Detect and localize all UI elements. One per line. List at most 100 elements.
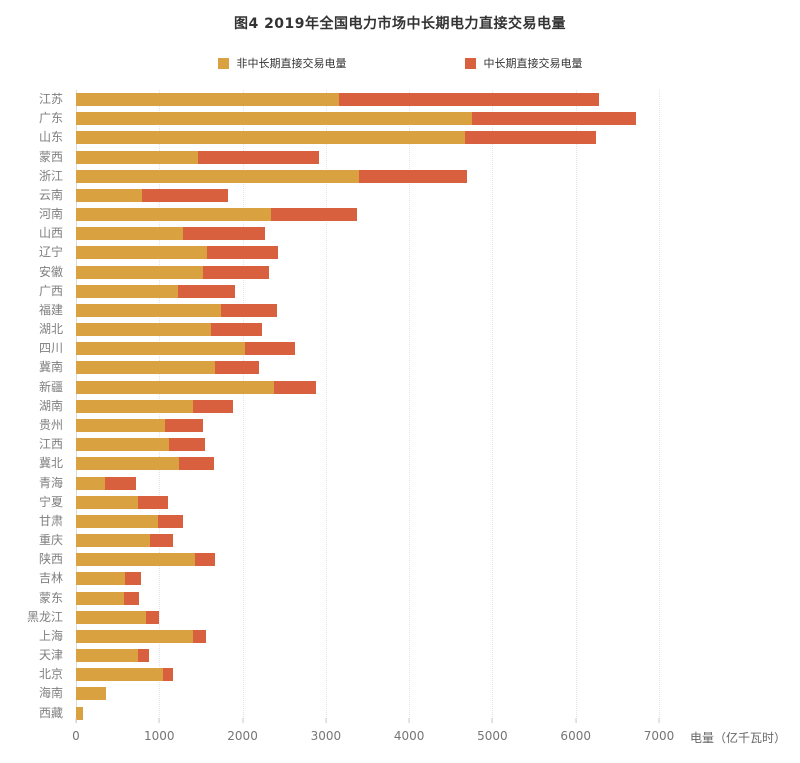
bar-row: 浙江 bbox=[39, 167, 659, 186]
bar-stack bbox=[76, 399, 659, 413]
bar-row: 蒙东 bbox=[39, 588, 659, 607]
bar-segment-non-mid-long-term bbox=[76, 323, 211, 337]
bar-segment-mid-long-term bbox=[202, 265, 269, 279]
bar-segment-non-mid-long-term bbox=[76, 476, 106, 490]
category-label: 吉林 bbox=[38, 571, 63, 586]
legend-item-mid-long-term: 中长期直接交易电量 bbox=[464, 55, 583, 71]
bar-segment-mid-long-term bbox=[141, 188, 228, 202]
bar-segment-mid-long-term bbox=[359, 169, 468, 183]
bar-stack bbox=[76, 419, 659, 432]
x-tick-mark bbox=[491, 718, 493, 723]
bar-row: 河南 bbox=[39, 205, 659, 224]
gridline bbox=[242, 90, 244, 723]
x-tick-mark bbox=[75, 718, 77, 723]
bar-row: 重庆 bbox=[39, 531, 659, 550]
category-label: 青海 bbox=[38, 475, 63, 490]
bar-row: 陕西 bbox=[39, 550, 659, 569]
bar-stack bbox=[76, 361, 659, 375]
bar-segment-non-mid-long-term bbox=[76, 93, 340, 107]
bar-row: 冀南 bbox=[39, 358, 659, 377]
x-tick-mark bbox=[658, 718, 660, 723]
x-tick-label: 6000 bbox=[560, 729, 591, 743]
bar-segment-mid-long-term bbox=[245, 342, 296, 356]
bar-stack bbox=[76, 227, 659, 241]
bar-row: 贵州 bbox=[39, 416, 659, 435]
bar-row: 福建 bbox=[39, 301, 659, 320]
bar-segment-mid-long-term bbox=[123, 591, 139, 605]
bar-row: 海南 bbox=[39, 684, 659, 703]
category-label: 天津 bbox=[38, 648, 63, 663]
category-label: 山东 bbox=[38, 130, 63, 145]
bar-row: 山西 bbox=[39, 224, 659, 243]
bar-row: 四川 bbox=[39, 339, 659, 358]
legend-label: 非中长期直接交易电量 bbox=[236, 57, 347, 70]
bar-segment-mid-long-term bbox=[164, 419, 203, 432]
bar-segment-mid-long-term bbox=[339, 93, 600, 107]
bar-segment-non-mid-long-term bbox=[76, 495, 139, 509]
bar-row: 西藏 bbox=[39, 704, 659, 723]
legend-swatch-orange bbox=[217, 57, 229, 69]
bar-stack bbox=[76, 265, 659, 279]
bar-segment-mid-long-term bbox=[150, 534, 174, 548]
bar-segment-non-mid-long-term bbox=[76, 629, 194, 643]
bar-stack bbox=[76, 303, 659, 317]
bar-segment-mid-long-term bbox=[105, 476, 136, 490]
bar-segment-mid-long-term bbox=[192, 399, 233, 413]
bar-stack bbox=[76, 188, 659, 202]
bar-row: 蒙西 bbox=[39, 148, 659, 167]
x-tick-label: 3000 bbox=[310, 729, 342, 743]
bar-row: 云南 bbox=[39, 186, 659, 205]
category-label: 宁夏 bbox=[38, 494, 63, 509]
x-tick-label: 2000 bbox=[227, 729, 258, 743]
bar-segment-non-mid-long-term bbox=[76, 361, 216, 375]
bar-segment-non-mid-long-term bbox=[76, 303, 221, 317]
bar-row: 辽宁 bbox=[39, 243, 659, 262]
bar-stack bbox=[76, 380, 659, 394]
bar-segment-mid-long-term bbox=[158, 514, 184, 528]
bar-segment-mid-long-term bbox=[145, 610, 160, 624]
gridline bbox=[659, 90, 660, 723]
gridline bbox=[409, 90, 411, 723]
bar-row: 山东 bbox=[39, 128, 659, 147]
category-label: 新疆 bbox=[38, 379, 63, 394]
bar-segment-non-mid-long-term bbox=[76, 227, 183, 241]
bar-row: 宁夏 bbox=[39, 493, 659, 512]
bar-row: 江苏 bbox=[39, 90, 659, 109]
bar-segment-non-mid-long-term bbox=[76, 572, 126, 586]
category-label: 冀北 bbox=[38, 456, 63, 471]
bar-segment-non-mid-long-term bbox=[76, 553, 195, 567]
x-tick-mark bbox=[242, 718, 244, 723]
bar-row: 广西 bbox=[39, 282, 659, 301]
category-label: 辽宁 bbox=[38, 245, 63, 260]
bar-stack bbox=[76, 706, 659, 720]
x-axis-unit-label: 电量（亿千瓦时） bbox=[690, 731, 787, 745]
bar-row: 安徽 bbox=[39, 263, 659, 282]
bar-segment-mid-long-term bbox=[179, 457, 215, 471]
bar-segment-non-mid-long-term bbox=[76, 668, 163, 682]
bar-stack bbox=[76, 438, 659, 452]
bar-row: 北京 bbox=[39, 665, 659, 684]
category-label: 湖北 bbox=[38, 322, 63, 337]
bar-segment-non-mid-long-term bbox=[76, 438, 169, 452]
bar-segment-mid-long-term bbox=[198, 150, 320, 164]
bar-segment-mid-long-term bbox=[464, 131, 597, 145]
bar-segment-non-mid-long-term bbox=[76, 265, 203, 279]
bar-stack bbox=[76, 150, 659, 164]
category-label: 西藏 bbox=[38, 705, 63, 720]
legend-swatch-red bbox=[464, 57, 476, 69]
bar-rows: 江苏 广东 山东 蒙西 浙江 云南 河南 山西 辽宁 安徽 广西 福建 湖北 四川 冀南 新疆 湖南 贵州 江西 冀北… bbox=[27, 90, 659, 723]
bar-stack bbox=[76, 246, 659, 260]
bar-stack bbox=[76, 476, 659, 490]
chart-title: 图4 2019年全国电力市场中长期电力直接交易电量 bbox=[233, 16, 567, 32]
x-tick-label: 4000 bbox=[393, 729, 425, 743]
bar-row: 湖北 bbox=[39, 320, 659, 339]
x-tick-label: 7000 bbox=[643, 729, 675, 743]
bar-segment-non-mid-long-term bbox=[76, 380, 275, 394]
category-label: 云南 bbox=[38, 187, 63, 202]
bar-stack bbox=[76, 93, 659, 107]
bar-segment-mid-long-term bbox=[193, 629, 206, 643]
category-label: 甘肃 bbox=[38, 513, 63, 528]
bar-segment-mid-long-term bbox=[210, 323, 263, 337]
bar-segment-non-mid-long-term bbox=[76, 150, 199, 164]
bar-row: 黑龙江 bbox=[27, 608, 659, 627]
